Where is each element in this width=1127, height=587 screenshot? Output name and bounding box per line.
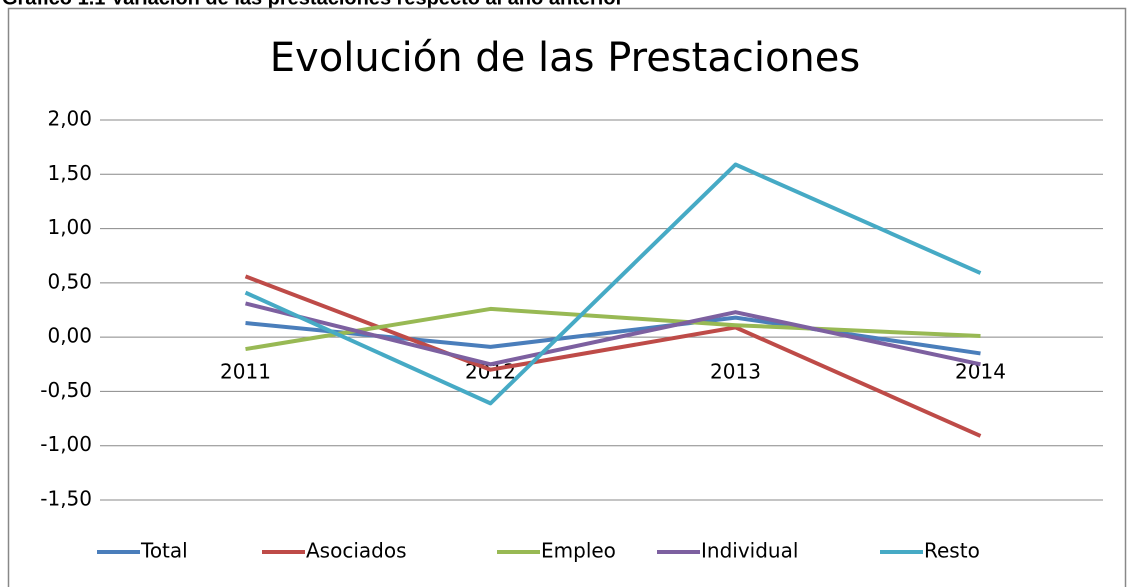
x-tick-label: 2013 [710, 360, 761, 384]
series-line [244, 162, 982, 406]
legend-label: Empleo [541, 539, 616, 563]
x-tick-label: 2011 [220, 360, 271, 384]
y-tick-label: 0,50 [47, 269, 92, 293]
legend-label: Resto [924, 539, 980, 563]
series-line [245, 301, 981, 367]
series-line [244, 274, 982, 438]
y-tick-label: -1,00 [40, 432, 92, 456]
y-tick-label: 0,00 [47, 324, 92, 348]
legend-label: Individual [701, 539, 798, 563]
caption: Gráfico 1.1 Variación de las prestacione… [2, 0, 624, 9]
y-tick-label: 1,50 [47, 161, 92, 185]
y-tick-label: 2,00 [47, 107, 92, 131]
legend-label: Total [140, 539, 188, 563]
legend-label: Asociados [306, 539, 407, 563]
y-tick-label: -1,50 [40, 487, 92, 511]
y-tick-label: 1,00 [47, 215, 92, 239]
series-line [245, 306, 981, 352]
chart-frame [7, 7, 1127, 587]
y-tick-label: -0,50 [40, 378, 92, 402]
chart-title: Evolución de las Prestaciones [270, 35, 860, 81]
